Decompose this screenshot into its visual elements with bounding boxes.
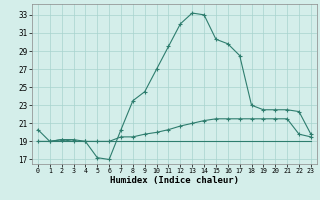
X-axis label: Humidex (Indice chaleur): Humidex (Indice chaleur) <box>110 176 239 185</box>
